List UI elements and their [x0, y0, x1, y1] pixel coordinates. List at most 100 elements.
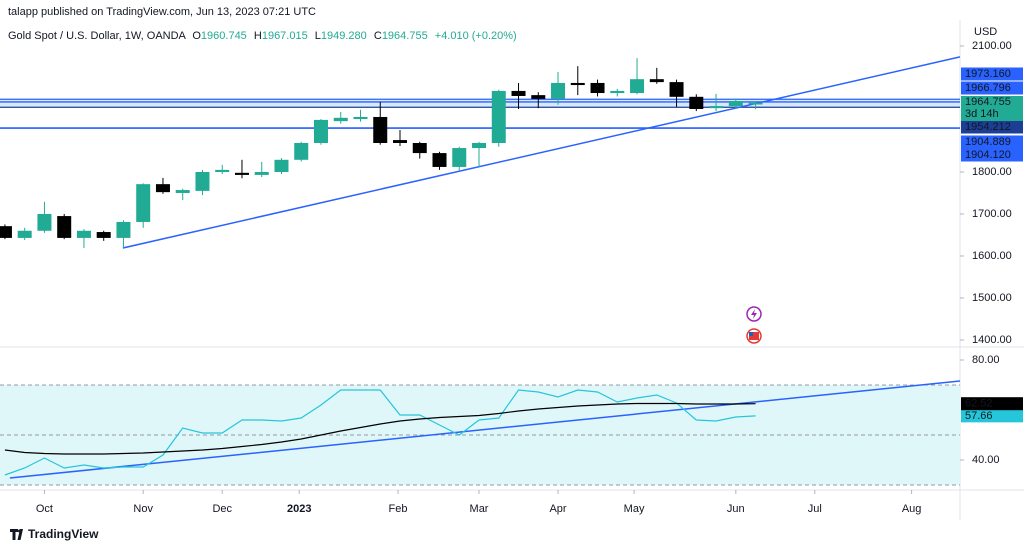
candle-body [76, 230, 91, 238]
candle-body [590, 82, 605, 94]
x-tick-label: Feb [389, 503, 408, 515]
ohlc-value: 1949.280 [321, 30, 367, 42]
change: +4.010 (+0.20%) [435, 30, 517, 42]
brand: TradingView [28, 527, 99, 541]
candle-body [728, 101, 743, 107]
ohlc-key: H [254, 30, 262, 42]
candle-body [37, 213, 52, 231]
indicator-line [4, 389, 756, 476]
x-tick-label: May [624, 503, 645, 515]
candle-body [689, 96, 704, 109]
x-tick-label: Dec [212, 503, 232, 515]
candle-body [412, 143, 427, 154]
y-tick-label: 1800.00 [972, 166, 1012, 178]
ohlc-value: 1967.015 [262, 30, 308, 42]
flag-canton [749, 332, 753, 336]
price-tag-bg [961, 120, 1023, 134]
x-tick-label: Nov [133, 503, 153, 515]
x-tick-label: Apr [549, 503, 566, 515]
legend: Gold Spot / U.S. Dollar, 1W, OANDA O1960… [8, 30, 517, 42]
x-tick-label: 2023 [287, 503, 311, 515]
ohlc-value: 1964.755 [382, 30, 428, 42]
price-tag-bg [961, 135, 1023, 149]
trendline [9, 380, 961, 479]
candle-body [17, 230, 32, 238]
candle-body [234, 172, 249, 175]
candle-body [313, 119, 328, 144]
indicator-tag-bg [961, 397, 1023, 411]
x-tick-label: Jul [808, 503, 822, 515]
brand-logo-dot [18, 529, 21, 533]
indicator-line [4, 402, 756, 455]
candle-body [432, 153, 447, 167]
ohlc-key: L [315, 30, 321, 42]
x-tick-label: Mar [470, 503, 489, 515]
candle-body [333, 117, 348, 122]
candle-body [294, 143, 309, 160]
candle-body [274, 159, 289, 172]
symbol: Gold Spot / U.S. Dollar, 1W, OANDA [8, 30, 187, 42]
candle-body [669, 82, 684, 97]
price-tag: 1904.120 [965, 149, 1011, 161]
candle-body [57, 216, 72, 238]
candle-body [630, 79, 645, 94]
indicator-tag-bg [961, 409, 1023, 423]
x-tick-label: Jun [727, 503, 745, 515]
indicator-tag: 57.66 [965, 410, 993, 422]
publisher: talapp published on TradingView.com, Jun… [8, 6, 316, 18]
y-tick-label: 1600.00 [972, 250, 1012, 262]
candle-body [472, 143, 487, 149]
lightning-glyph [751, 309, 757, 319]
candle-body [709, 106, 724, 109]
candle-body [511, 90, 526, 96]
candle-body [491, 90, 506, 144]
y-axis-unit: USD [974, 26, 997, 38]
candle-body [254, 171, 269, 175]
ohlc-key: O [192, 30, 201, 42]
y-tick-label: 1400.00 [972, 334, 1012, 346]
ohlc-value: 1960.745 [201, 30, 247, 42]
y-tick-label: 1500.00 [972, 292, 1012, 304]
candle-body [353, 116, 368, 120]
ohlc-key: C [374, 30, 382, 42]
candle-body [136, 184, 151, 222]
y-tick-label: 2100.00 [972, 40, 1012, 52]
trendline [122, 56, 961, 249]
x-tick-label: Aug [902, 503, 922, 515]
candle-body [570, 82, 585, 86]
current-price-bg [961, 96, 1023, 121]
y-tick-label: 1700.00 [972, 208, 1012, 220]
candle-body [116, 221, 131, 238]
price-tag: 1966.796 [965, 82, 1011, 94]
y-tick-label: 80.00 [972, 354, 1000, 366]
candle-body [155, 184, 170, 193]
candle-body [393, 140, 407, 144]
event-icons [746, 306, 762, 344]
price-tag-bg [961, 67, 1023, 81]
countdown: 3d 14h [965, 108, 999, 120]
indicator-tag: 62.52 [965, 398, 993, 410]
candle-body [748, 102, 763, 105]
price-tag: 1973.160 [965, 68, 1011, 80]
candle-body [610, 90, 625, 94]
footer: TradingView [10, 527, 99, 541]
candle-body [551, 82, 566, 99]
candle-body [175, 190, 190, 193]
price-tag-bg [961, 81, 1023, 95]
flag-glyph [749, 332, 759, 340]
x-tick-label: Oct [36, 503, 53, 515]
price-tag: 1904.889 [965, 136, 1011, 148]
candle-body [452, 148, 467, 167]
price-tag: 1954.212 [965, 121, 1011, 133]
price-tag-bg [961, 148, 1023, 162]
y-tick-label: 40.00 [972, 454, 1000, 466]
candle-body [649, 79, 664, 83]
candle-body [0, 226, 12, 238]
current-price: 1964.755 [965, 96, 1011, 108]
candle-body [373, 116, 388, 144]
candle-body [215, 169, 230, 172]
candle-body [531, 95, 546, 99]
level-band [0, 99, 960, 108]
